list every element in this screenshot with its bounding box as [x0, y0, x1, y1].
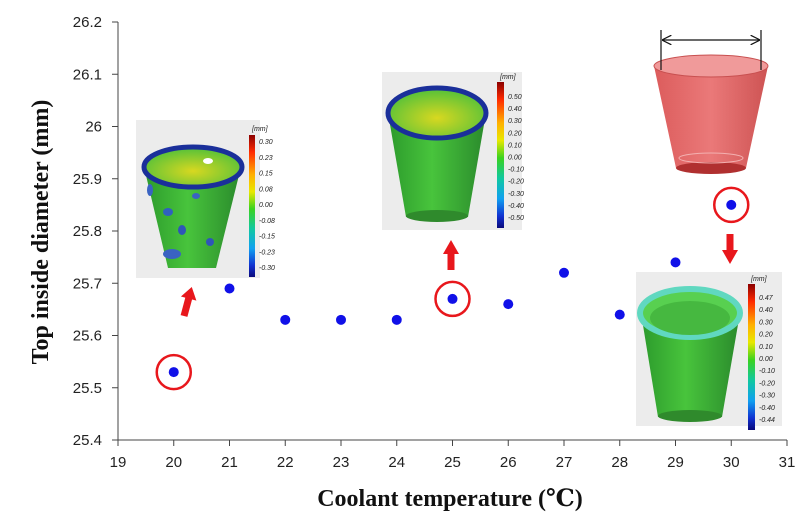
- colorbar-tick-label: 0.30: [759, 319, 773, 326]
- highlight-circles: [155, 186, 750, 391]
- colorbar-tick-label: 0.20: [508, 130, 522, 137]
- colorbar-tick-label: 0.15: [259, 171, 273, 178]
- data-point: [614, 309, 625, 320]
- colorbar-tick-label: -0.30: [508, 191, 524, 198]
- y-tick-label: 25.6: [73, 328, 102, 345]
- x-tick-label: 26: [500, 454, 517, 471]
- data-point: [726, 199, 737, 210]
- callout-arrows: [180, 234, 738, 317]
- y-tick-label: 26.1: [73, 66, 102, 83]
- arrow-30c-down: [722, 234, 738, 264]
- colorbar-tick-label: -0.30: [759, 393, 775, 400]
- data-point: [336, 314, 346, 325]
- colorbar-tick-label: 0.50: [508, 94, 522, 101]
- colorbar-tick-label: -0.40: [508, 203, 524, 210]
- arrow-25c-up: [443, 240, 459, 270]
- highlight-circle: [434, 280, 471, 318]
- x-tick-label: 24: [388, 454, 405, 471]
- highlight-circle: [155, 353, 192, 391]
- x-tick-label: 21: [221, 454, 238, 471]
- colorbar-tick-label: 0.00: [508, 155, 522, 162]
- data-point: [670, 257, 681, 268]
- colorbar-tick-label: 0.40: [759, 307, 773, 314]
- x-tick-label: 29: [667, 454, 684, 471]
- highlight-circle: [713, 186, 750, 224]
- colorbar-tick-label: -0.20: [759, 380, 775, 387]
- colorbar-unit: [mm]: [251, 126, 269, 133]
- colorbar-tick-label: 0.23: [259, 155, 273, 162]
- x-tick-label: 30: [723, 454, 740, 471]
- x-tick-label: 28: [611, 454, 628, 471]
- colorbar-tick-label: 0.10: [759, 344, 773, 351]
- data-point: [503, 299, 514, 310]
- colorbar-tick-label: 0.20: [759, 332, 773, 339]
- colorbar-tick-label: -0.10: [759, 368, 775, 375]
- colorbar-tick-label: 0.40: [508, 106, 522, 113]
- y-tick-label: 25.7: [73, 275, 102, 292]
- data-point: [559, 267, 569, 278]
- data-points: [168, 199, 737, 378]
- y-ticks: 25.4 25.5 25.6 25.7 25.8 25.9 26 26.1 26.2: [73, 14, 118, 449]
- y-tick-label: 25.8: [73, 223, 102, 240]
- colorbar-tick-label: 0.47: [759, 295, 774, 302]
- colorbar-tick-label: 0.08: [259, 186, 273, 193]
- y-tick-label: 25.5: [73, 380, 102, 397]
- colorbar-tick-label: -0.20: [508, 179, 524, 186]
- data-point: [224, 283, 235, 294]
- inset-deviation-map-25c: [mm] 0.50 0.40 0.30 0.20 0.10 0.00 -0.10 -0.20 -0…: [382, 72, 524, 230]
- colorbar-tick-label: -0.30: [259, 265, 275, 272]
- x-tick-label: 31: [779, 454, 796, 471]
- colorbar-tick-label: 0.30: [259, 139, 273, 146]
- x-tick-label: 22: [277, 454, 294, 471]
- x-axis-title: Coolant temperature (℃): [317, 486, 583, 512]
- colorbar-tick-label: -0.40: [759, 405, 775, 412]
- colorbar-tick-label: -0.08: [259, 218, 275, 225]
- colorbar-tick-label: 0.00: [759, 356, 773, 363]
- y-tick-label: 26: [85, 119, 102, 136]
- y-tick-label: 25.9: [73, 171, 102, 188]
- y-tick-label: 25.4: [73, 432, 102, 449]
- data-point: [280, 314, 291, 325]
- colorbar-tick-label: 0.10: [508, 142, 522, 149]
- data-point: [168, 367, 179, 378]
- colorbar-tick-label: -0.44: [759, 417, 775, 424]
- cup-schematic-illustration: [653, 30, 769, 174]
- colorbar-unit: [mm]: [499, 74, 517, 81]
- colorbar-tick-label: -0.50: [508, 215, 524, 222]
- colorbar-tick-label: -0.10: [508, 167, 524, 174]
- x-tick-label: 23: [333, 454, 350, 471]
- x-tick-label: 25: [444, 454, 461, 471]
- colorbar-tick-label: -0.23: [259, 249, 275, 256]
- arrow-20c-up: [180, 287, 197, 317]
- colorbar-tick-label: 0.30: [508, 118, 522, 125]
- x-tick-label: 19: [110, 454, 127, 471]
- x-tick-label: 27: [556, 454, 573, 471]
- y-axis-title: Top inside diameter (mm): [28, 100, 54, 365]
- x-tick-label: 20: [165, 454, 182, 471]
- colorbar-tick-label: -0.15: [259, 234, 275, 241]
- colorbar-unit: [mm]: [750, 276, 768, 283]
- data-point: [391, 314, 402, 325]
- colorbar-tick-label: 0.00: [259, 202, 273, 209]
- inset-deviation-map-30c: [mm] 0.47 0.40 0.30 0.20 0.10 0.00 -0.10 -0.20 -0…: [636, 272, 782, 430]
- x-ticks: 19 20 21 22 23 24 25 26 27 28 29 30 31: [110, 440, 796, 471]
- y-tick-label: 26.2: [73, 14, 102, 31]
- inset-deviation-map-20c: [mm] 0.30 0.23 0.15 0.08 0.00 -0.08 -0.15 -0.23 -…: [136, 120, 275, 278]
- data-point: [447, 293, 458, 304]
